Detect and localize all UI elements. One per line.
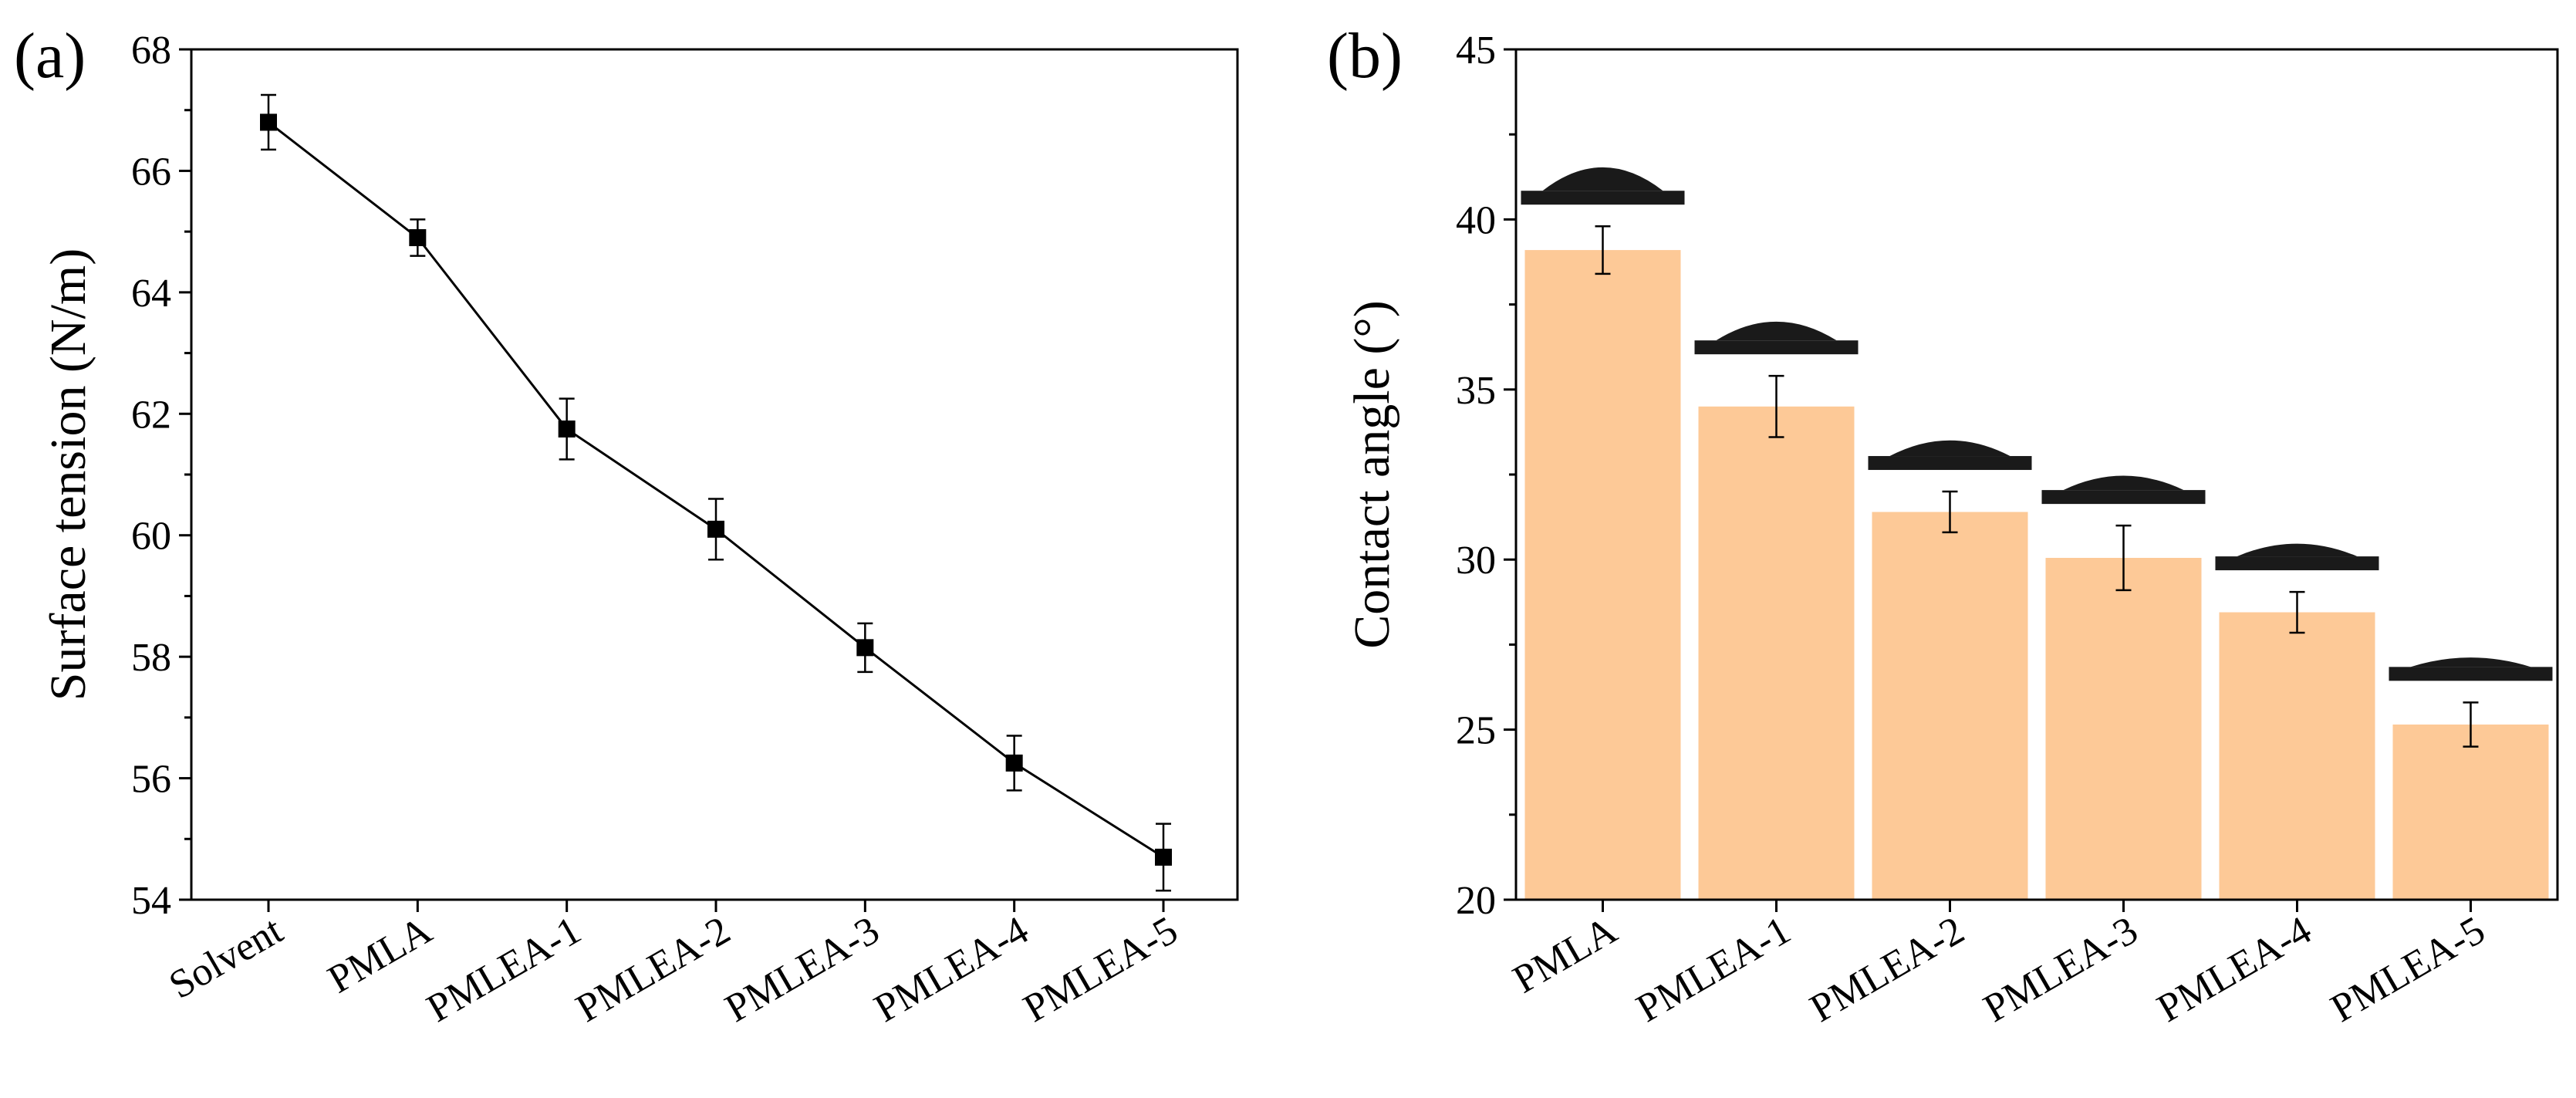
x-tick-label: Solvent bbox=[162, 908, 291, 1008]
droplet-image bbox=[2063, 475, 2184, 491]
panel-b-y-tick-labels: 20 25 30 35 40 45 bbox=[1456, 29, 1496, 923]
x-tick-label: PMLEA-3 bbox=[1977, 908, 2146, 1031]
panel-b-y-axis-label: Contact angle (°) bbox=[1344, 300, 1400, 649]
y-tick-label: 60 bbox=[131, 515, 171, 559]
x-tick-label: PMLEA-3 bbox=[718, 908, 887, 1031]
panel-a-x-tick-labels: Solvent PMLAPMLEA-1PMLEA-2PMLEA-3PMLEA-4P… bbox=[162, 908, 1185, 1031]
data-point-square bbox=[707, 520, 724, 538]
data-point-square bbox=[856, 639, 874, 657]
panel-a-data-points bbox=[260, 113, 1172, 866]
y-tick-label: 25 bbox=[1456, 709, 1496, 753]
bar bbox=[2392, 724, 2549, 900]
droplet-image bbox=[1542, 167, 1663, 191]
x-tick-label: PMLEA-2 bbox=[569, 908, 738, 1031]
panel-b-bars bbox=[1524, 250, 2549, 900]
y-tick-label: 64 bbox=[131, 272, 171, 316]
panel-a-y-axis-label: Surface tension (N/m) bbox=[40, 248, 96, 701]
panel-b-x-tick-labels: PMLA PMLEA-1 PMLEA-2 PMLEA-3 PMLEA-4 PMLEA-5 bbox=[1506, 908, 2493, 1031]
x-tick-label: PMLEA-2 bbox=[1803, 908, 1972, 1031]
droplet-substrate bbox=[2041, 490, 2206, 505]
y-tick-label: 62 bbox=[131, 393, 171, 437]
x-tick-label: PMLEA-5 bbox=[2324, 908, 2493, 1031]
data-point-square bbox=[260, 113, 277, 131]
droplet-image bbox=[1716, 321, 1837, 341]
y-tick-label: 20 bbox=[1456, 879, 1496, 923]
x-tick-label: PMLEA-4 bbox=[867, 908, 1036, 1031]
panel-b-error-bars bbox=[1595, 225, 2479, 748]
y-tick-label: 45 bbox=[1456, 29, 1496, 73]
x-tick-label: PMLA bbox=[321, 908, 440, 1002]
panel-b-droplet-images bbox=[1521, 167, 2553, 681]
y-tick-label: 30 bbox=[1456, 539, 1496, 583]
data-point-square bbox=[1005, 754, 1023, 772]
x-tick-label: PMLEA-1 bbox=[1629, 908, 1798, 1031]
droplet-image bbox=[1889, 440, 2010, 457]
y-tick-label: 54 bbox=[131, 879, 171, 923]
bar bbox=[1698, 406, 1855, 900]
y-tick-label: 66 bbox=[131, 150, 171, 194]
panel-b-plot-frame bbox=[1514, 48, 2559, 901]
y-tick-label: 58 bbox=[131, 636, 171, 680]
panel-a-plot-frame bbox=[190, 48, 1239, 901]
panel-b-label: (b) bbox=[1327, 20, 1403, 92]
bar bbox=[1524, 250, 1681, 900]
y-tick-label: 56 bbox=[131, 758, 171, 802]
droplet-image bbox=[2237, 543, 2358, 557]
droplet-substrate bbox=[2389, 667, 2553, 681]
x-tick-label: PMLEA-5 bbox=[1016, 908, 1185, 1031]
x-tick-label: PMLA bbox=[1506, 908, 1625, 1002]
droplet-substrate bbox=[1868, 456, 2032, 471]
panel-b-ticks bbox=[1504, 48, 2472, 912]
droplet-substrate bbox=[1694, 340, 1859, 355]
y-tick-label: 35 bbox=[1456, 369, 1496, 413]
y-tick-label: 68 bbox=[131, 29, 171, 73]
panel-a-series-line bbox=[268, 121, 1164, 859]
panel-a-ticks bbox=[179, 48, 1165, 912]
x-tick-label: PMLEA-4 bbox=[2150, 908, 2319, 1031]
x-tick-label: PMLEA-1 bbox=[420, 908, 589, 1031]
panel-a-label: (a) bbox=[14, 20, 86, 92]
y-tick-label: 40 bbox=[1456, 198, 1496, 242]
data-point-square bbox=[558, 420, 576, 438]
panel-a-error-bars bbox=[261, 93, 1171, 892]
droplet-substrate bbox=[1521, 191, 1685, 205]
bar bbox=[1872, 512, 2028, 900]
bar bbox=[2219, 612, 2375, 900]
data-point-square bbox=[1155, 848, 1172, 866]
panel-a-y-tick-labels: 54 56 58 60 62 64 66 68 bbox=[131, 29, 171, 923]
droplet-image bbox=[2410, 657, 2531, 667]
data-point-square bbox=[409, 229, 427, 247]
bar bbox=[2045, 557, 2202, 900]
droplet-substrate bbox=[2215, 556, 2379, 571]
